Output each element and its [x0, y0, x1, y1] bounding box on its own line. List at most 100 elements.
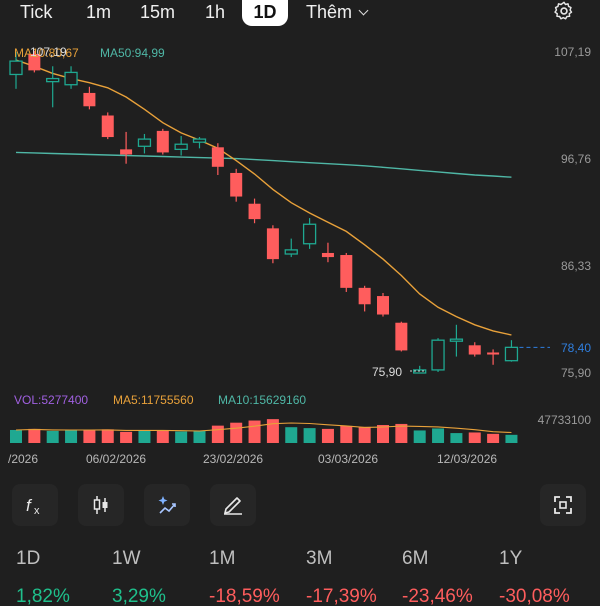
change-1m: -18,59%: [209, 586, 280, 606]
change-3m: -17,39%: [306, 586, 377, 606]
candle-down: [468, 345, 481, 355]
price-chart[interactable]: MA10:80,67 MA50:94,99 107,19 107,19 96,7…: [0, 0, 600, 480]
volume-bar: [156, 430, 169, 443]
range-1w[interactable]: 1W: [112, 548, 141, 569]
candle-down: [377, 296, 389, 315]
volume-bar: [83, 429, 96, 443]
volume-bar: [377, 425, 389, 443]
gear-icon[interactable]: [553, 0, 575, 22]
tab-tick[interactable]: Tick: [20, 2, 53, 22]
candle-up: [504, 346, 519, 362]
volume-bar: [193, 430, 206, 443]
vol-ma5-label: MA5:11755560: [113, 393, 194, 407]
volume-bar: [450, 433, 463, 443]
volume-bar: [321, 428, 334, 443]
tab-1h[interactable]: 1h: [205, 2, 226, 22]
chart-toolbar: f x: [0, 484, 600, 530]
volume-bar: [340, 425, 353, 443]
volume-bar: [248, 420, 261, 443]
candle-down: [83, 92, 96, 107]
candle-down: [101, 115, 114, 138]
svg-text:f: f: [26, 496, 33, 515]
range-1m[interactable]: 1M: [209, 548, 236, 569]
tab-more[interactable]: Thêm: [306, 0, 369, 26]
vol-label: VOL:5277400: [14, 393, 88, 407]
candle-up: [284, 249, 298, 255]
candle-down: [230, 172, 243, 197]
candle-up: [174, 143, 188, 151]
price-axis-label: 107,19: [554, 45, 591, 59]
candle-up: [431, 339, 445, 371]
volume-ma5-path: [15, 422, 512, 434]
range-1y[interactable]: 1Y: [499, 548, 523, 569]
date-label: 12/03/2026: [437, 452, 497, 466]
pencil-icon: [224, 497, 242, 515]
volume-bar: [28, 428, 41, 443]
volume-bar: [468, 432, 481, 443]
volume-bar: [230, 422, 243, 443]
candle-up: [46, 77, 60, 83]
ma10-path: [15, 59, 512, 336]
tab-1d[interactable]: 1D: [242, 0, 288, 26]
timeframe-bar: Tick 1m 15m 1h 1D Thêm: [0, 0, 600, 26]
fullscreen-button[interactable]: [540, 484, 586, 526]
volume-ma-line: [15, 422, 512, 434]
change-1y: -30,08%: [499, 586, 570, 606]
ma10-label: MA10:80,67: [14, 46, 79, 60]
volume-bar: [395, 423, 408, 443]
candlestick-icon: [93, 496, 108, 514]
draw-button[interactable]: [210, 484, 256, 526]
date-label: 06/02/2026: [86, 452, 146, 466]
tab-more-label: Thêm: [306, 2, 353, 22]
volume-bars: [10, 419, 518, 443]
volume-bar: [138, 430, 151, 443]
candle-down: [266, 228, 279, 260]
candle-down: [28, 53, 41, 71]
fx-icon: f x: [26, 496, 40, 517]
candle-down: [358, 287, 371, 305]
candle-up: [9, 60, 23, 76]
volume-bar: [120, 431, 133, 443]
candle-up: [449, 338, 464, 342]
candle-down: [487, 352, 500, 355]
ma50-path: [15, 151, 512, 178]
ma50-line: [15, 151, 512, 178]
price-axis-label: 75,90: [561, 366, 591, 380]
candle-down: [248, 203, 261, 220]
volume-bar: [211, 425, 224, 443]
tab-15m[interactable]: 15m: [140, 2, 176, 22]
range-1d[interactable]: 1D: [16, 548, 41, 569]
range-6m[interactable]: 6M: [402, 548, 429, 569]
price-axis-label: 86,33: [561, 259, 591, 273]
range-selector: 1D 1W 1M 3M 6M 1Y: [0, 548, 600, 578]
tab-1m[interactable]: 1m: [86, 2, 112, 22]
ai-analysis-button[interactable]: [144, 484, 190, 526]
candle-down: [340, 255, 353, 288]
candle-up: [302, 223, 317, 245]
volume-axis-label: 47733100: [538, 413, 592, 427]
date-label: 03/03/2026: [318, 452, 378, 466]
date-label: 23/02/2026: [203, 452, 263, 466]
low-marker: 75,90: [372, 365, 402, 379]
price-axis-label: 96,76: [561, 152, 591, 166]
vol-ma10-label: MA10:15629160: [218, 393, 306, 407]
candle-down: [395, 322, 408, 351]
high-marker: 107,19: [30, 45, 67, 59]
svg-text:x: x: [34, 505, 40, 517]
volume-bar: [303, 428, 316, 443]
chart-type-button[interactable]: [78, 484, 124, 526]
candle-down: [120, 149, 133, 155]
volume-bar: [358, 426, 371, 443]
range-3m[interactable]: 3M: [306, 548, 333, 569]
candle-up: [192, 138, 207, 143]
volume-bar: [432, 428, 445, 443]
volume-bar: [266, 419, 279, 443]
date-label: /2026: [8, 452, 38, 466]
change-6m: -23,46%: [402, 586, 473, 606]
volume-bar: [285, 427, 298, 443]
candles: [9, 50, 519, 374]
indicator-button[interactable]: f x: [12, 484, 58, 526]
candle-up: [64, 71, 78, 86]
sparkle-chart-icon: [158, 496, 176, 514]
candle-down: [321, 252, 334, 258]
